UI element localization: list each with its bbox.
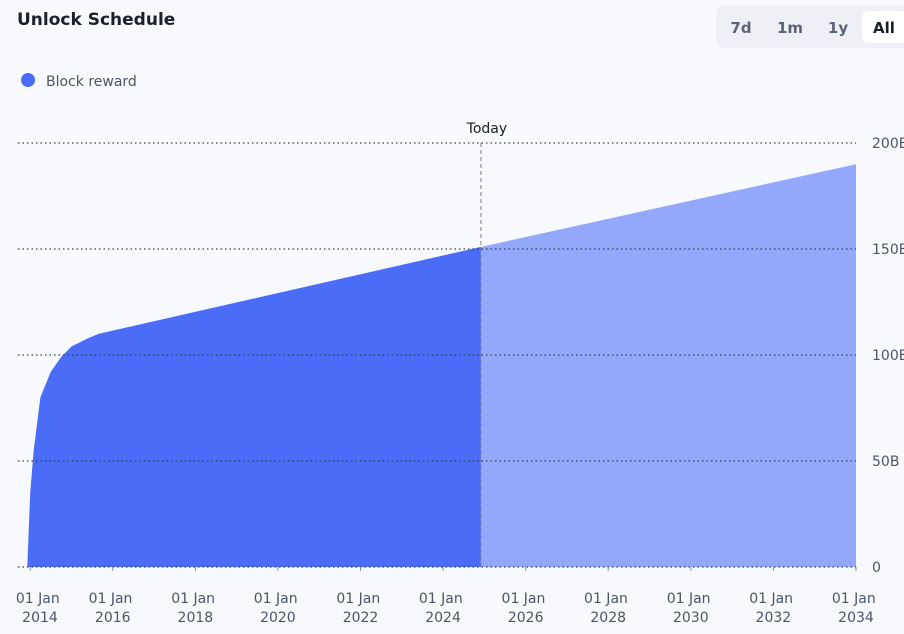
legend-marker xyxy=(21,73,35,87)
range-button[interactable]: 1y xyxy=(828,19,848,37)
x-tick-label: 01 Jan 2032 xyxy=(749,591,797,626)
x-tick-label: 01 Jan 2014 xyxy=(16,591,64,626)
x-tick-label: 01 Jan 2018 xyxy=(171,591,219,626)
y-tick-label: 0 xyxy=(872,560,881,576)
x-tick-label: 01 Jan 2024 xyxy=(419,591,467,626)
range-button-bg[interactable] xyxy=(862,11,904,43)
y-tick-label: 100B xyxy=(872,348,904,364)
x-tick-label: 01 Jan 2022 xyxy=(336,591,384,626)
range-button[interactable]: All xyxy=(873,19,895,37)
today-label: Today xyxy=(466,121,508,137)
y-tick-label: 200B xyxy=(872,136,904,152)
x-tick-label: 01 Jan 2034 xyxy=(832,591,880,626)
y-tick-label: 50B xyxy=(872,454,899,470)
legend-label: Block reward xyxy=(46,74,137,90)
x-tick-label: 01 Jan 2020 xyxy=(254,591,302,626)
x-tick-label: 01 Jan 2028 xyxy=(584,591,632,626)
range-button[interactable]: 7d xyxy=(730,19,751,37)
x-tick-label: 01 Jan 2016 xyxy=(89,591,137,626)
area xyxy=(27,246,481,567)
x-tick-label: 01 Jan 2030 xyxy=(667,591,715,626)
chart-title: Unlock Schedule xyxy=(17,10,175,30)
area xyxy=(480,164,856,567)
x-tick-label: 01 Jan 2026 xyxy=(502,591,550,626)
y-tick-label: 150B xyxy=(872,242,904,258)
range-toolbar xyxy=(716,6,904,48)
range-button[interactable]: 1m xyxy=(777,19,803,37)
